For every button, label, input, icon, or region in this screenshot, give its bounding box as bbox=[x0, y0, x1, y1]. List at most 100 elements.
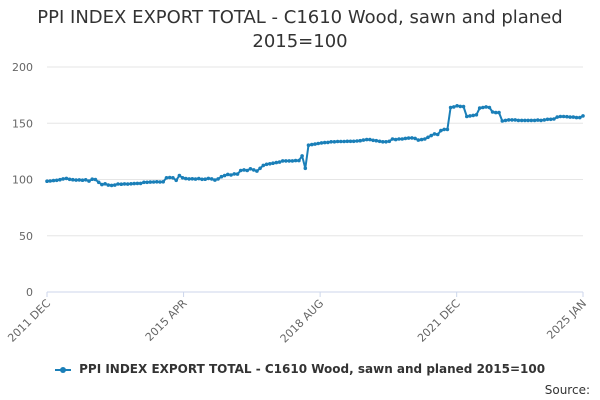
data-point[interactable] bbox=[148, 180, 153, 184]
data-point[interactable] bbox=[555, 115, 559, 119]
data-point[interactable] bbox=[513, 118, 517, 122]
data-point[interactable] bbox=[197, 176, 201, 181]
data-point[interactable] bbox=[145, 180, 149, 185]
data-point[interactable] bbox=[416, 138, 421, 142]
data-point[interactable] bbox=[335, 139, 340, 144]
data-point[interactable] bbox=[297, 158, 301, 163]
data-point[interactable] bbox=[529, 118, 534, 123]
data-point[interactable] bbox=[138, 181, 143, 186]
data-point[interactable] bbox=[238, 168, 243, 173]
data-point[interactable] bbox=[410, 136, 414, 140]
data-point[interactable] bbox=[280, 159, 285, 163]
data-point[interactable] bbox=[510, 118, 514, 122]
data-point[interactable] bbox=[245, 168, 249, 173]
data-point[interactable] bbox=[448, 105, 453, 110]
data-point[interactable] bbox=[568, 115, 572, 119]
data-point[interactable] bbox=[371, 138, 375, 143]
data-point[interactable] bbox=[342, 139, 346, 144]
data-point[interactable] bbox=[209, 177, 214, 181]
data-point[interactable] bbox=[552, 117, 556, 121]
data-point[interactable] bbox=[532, 118, 537, 123]
data-point[interactable] bbox=[351, 139, 356, 144]
data-point[interactable] bbox=[474, 113, 479, 117]
data-point[interactable] bbox=[268, 162, 272, 166]
data-point[interactable] bbox=[287, 159, 292, 163]
data-point[interactable] bbox=[481, 105, 485, 110]
data-point[interactable] bbox=[310, 142, 314, 147]
data-point[interactable] bbox=[403, 136, 408, 141]
data-point[interactable] bbox=[526, 118, 530, 123]
data-point[interactable] bbox=[213, 178, 217, 182]
data-point[interactable] bbox=[413, 136, 417, 141]
data-point[interactable] bbox=[461, 104, 466, 109]
data-point[interactable] bbox=[500, 119, 505, 123]
data-point[interactable] bbox=[113, 183, 117, 187]
data-point[interactable] bbox=[578, 115, 582, 120]
data-point[interactable] bbox=[87, 179, 91, 183]
data-point[interactable] bbox=[319, 141, 324, 145]
data-point[interactable] bbox=[216, 177, 220, 181]
data-point[interactable] bbox=[490, 110, 495, 114]
data-point[interactable] bbox=[303, 166, 308, 171]
data-point[interactable] bbox=[142, 180, 146, 185]
data-point[interactable] bbox=[222, 173, 227, 178]
data-point[interactable] bbox=[77, 178, 82, 182]
data-point[interactable] bbox=[151, 180, 156, 184]
data-point[interactable] bbox=[119, 182, 124, 186]
data-point[interactable] bbox=[80, 178, 85, 182]
data-point[interactable] bbox=[171, 176, 175, 180]
data-point[interactable] bbox=[93, 177, 98, 182]
data-point[interactable] bbox=[229, 173, 233, 177]
data-point[interactable] bbox=[516, 118, 521, 123]
data-point[interactable] bbox=[177, 173, 182, 178]
data-point[interactable] bbox=[226, 172, 230, 177]
data-point[interactable] bbox=[174, 178, 178, 183]
data-point[interactable] bbox=[106, 183, 111, 187]
data-point[interactable] bbox=[45, 179, 49, 183]
data-point[interactable] bbox=[455, 104, 459, 108]
data-point[interactable] bbox=[193, 177, 198, 181]
data-point[interactable] bbox=[397, 137, 401, 141]
data-point[interactable] bbox=[313, 142, 317, 146]
data-point[interactable] bbox=[48, 179, 52, 183]
data-point[interactable] bbox=[423, 137, 427, 141]
data-point[interactable] bbox=[51, 178, 56, 183]
data-point[interactable] bbox=[519, 118, 524, 123]
data-point[interactable] bbox=[355, 139, 359, 143]
data-point[interactable] bbox=[439, 128, 443, 133]
data-point[interactable] bbox=[445, 127, 450, 132]
data-point[interactable] bbox=[361, 138, 366, 142]
data-point[interactable] bbox=[125, 182, 130, 186]
data-point[interactable] bbox=[306, 143, 311, 147]
data-point[interactable] bbox=[358, 138, 363, 143]
data-point[interactable] bbox=[74, 178, 78, 182]
data-point[interactable] bbox=[484, 105, 488, 109]
data-point[interactable] bbox=[487, 105, 492, 110]
data-point[interactable] bbox=[542, 118, 547, 122]
data-point[interactable] bbox=[284, 159, 288, 163]
data-point[interactable] bbox=[393, 137, 398, 142]
data-point[interactable] bbox=[132, 181, 136, 186]
data-point[interactable] bbox=[368, 137, 372, 142]
data-point[interactable] bbox=[322, 140, 327, 145]
legend[interactable]: PPI INDEX EXPORT TOTAL - C1610 Wood, saw… bbox=[0, 362, 600, 376]
data-point[interactable] bbox=[364, 137, 369, 142]
data-point[interactable] bbox=[180, 176, 185, 180]
data-point[interactable] bbox=[574, 115, 579, 120]
data-point[interactable] bbox=[58, 177, 62, 182]
data-point[interactable] bbox=[465, 114, 469, 119]
data-point[interactable] bbox=[164, 176, 169, 180]
data-point[interactable] bbox=[155, 180, 159, 184]
data-point[interactable] bbox=[161, 180, 165, 184]
data-point[interactable] bbox=[261, 163, 266, 168]
data-point[interactable] bbox=[565, 114, 569, 119]
data-point[interactable] bbox=[468, 114, 472, 118]
data-point[interactable] bbox=[206, 176, 211, 181]
data-point[interactable] bbox=[242, 168, 246, 172]
data-point[interactable] bbox=[400, 137, 405, 141]
data-point[interactable] bbox=[64, 176, 69, 181]
data-point[interactable] bbox=[271, 161, 275, 165]
data-point[interactable] bbox=[561, 114, 566, 119]
data-point[interactable] bbox=[497, 110, 501, 115]
data-point[interactable] bbox=[274, 160, 279, 165]
